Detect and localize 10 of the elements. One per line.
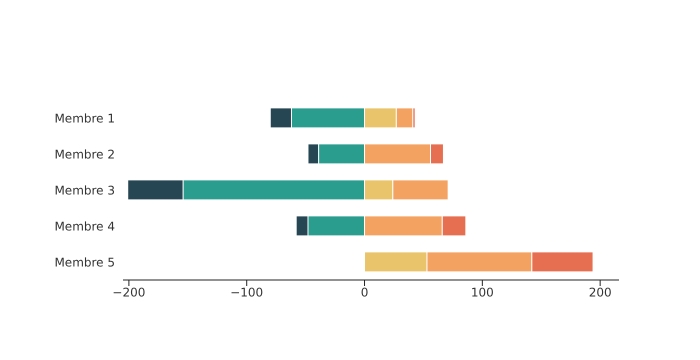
x-tick-label: −100 <box>230 286 264 300</box>
y-tick-label: Membre 4 <box>54 219 115 234</box>
x-tick-label: 100 <box>470 286 494 300</box>
y-tick-label: Membre 2 <box>54 147 115 162</box>
x-tick-label: −200 <box>112 286 146 300</box>
y-tick-label: Membre 5 <box>54 255 115 270</box>
y-tick-label: Membre 1 <box>54 111 115 126</box>
y-tick-label: Membre 3 <box>54 183 115 198</box>
x-tick-label: 0 <box>360 286 368 300</box>
x-tick-label: 200 <box>588 286 612 300</box>
